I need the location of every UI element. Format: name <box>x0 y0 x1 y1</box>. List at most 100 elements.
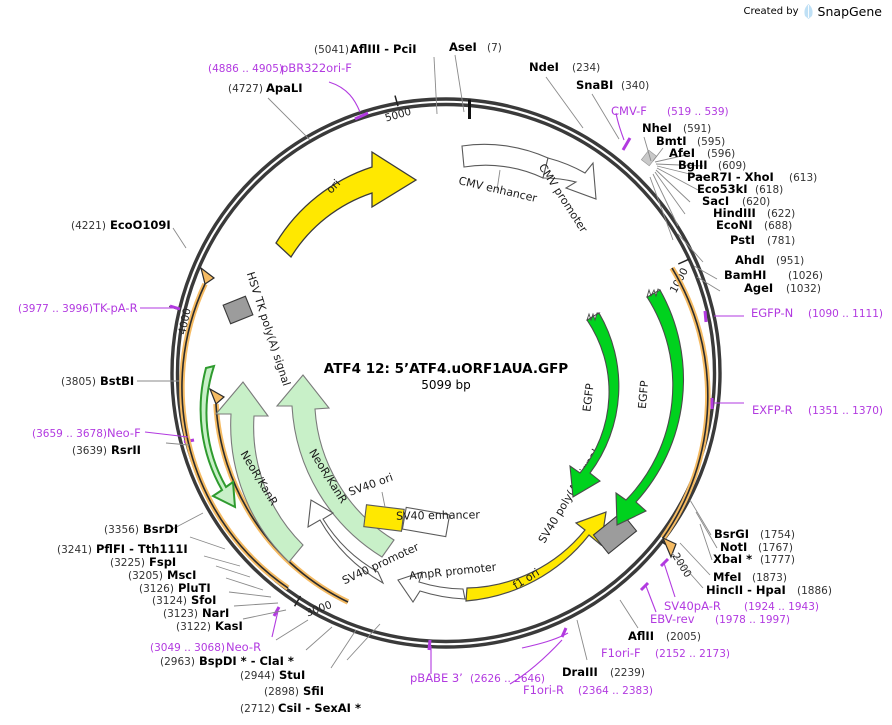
primer-name: SV40pA-R <box>664 599 721 613</box>
primer-label-tk-pa-r[interactable]: (3977 .. 3996) TK-pA-R <box>18 301 138 315</box>
enzyme-name: DraIII <box>562 665 598 679</box>
enzyme-label-bspDI-claI[interactable]: (2963) BspDI * - ClaI * <box>160 654 294 668</box>
enzyme-label-csiI-sexAI[interactable]: (2712) CsiI - SexAI * <box>240 701 361 715</box>
enzyme-label-stuI[interactable]: (2944) StuI <box>240 668 305 682</box>
enzyme-label-aseI[interactable]: AseI (7) <box>449 40 502 54</box>
enzyme-name: ApaLI <box>266 81 303 95</box>
enzyme-pos: (2898) <box>264 686 299 698</box>
primer-label-egfp-n[interactable]: EGFP-N (1090 .. 1111) <box>751 306 883 320</box>
enzyme-label-hindIII[interactable]: HindIII (622) <box>713 206 795 220</box>
enzyme-label-ecoO109I[interactable]: (4221) EcoO109I <box>71 218 171 232</box>
enzyme-label-kasI[interactable]: (3122) KasI <box>176 619 243 633</box>
enzyme-name: SfoI <box>191 593 216 607</box>
primer-range: (3049 .. 3068) <box>150 642 225 654</box>
primer-label-cmv-f[interactable]: CMV-F (519 .. 539) <box>611 104 729 118</box>
feature-sv40-enhancer: SV40 enhancer <box>396 506 480 538</box>
primer-range: (3659 .. 3678) <box>32 428 107 440</box>
plasmid-size: 5099 bp <box>421 378 471 392</box>
enzyme-pos: (688) <box>764 220 792 232</box>
primer-label-ebv-rev[interactable]: EBV-rev (1978 .. 1997) <box>650 612 790 626</box>
enzyme-pos: (2944) <box>240 670 275 682</box>
feature-neor-kanr-inner <box>199 364 237 509</box>
enzyme-label-rsrII[interactable]: (3639) RsrII <box>72 443 141 457</box>
enzyme-label-snaBI[interactable]: SnaBI (340) <box>576 78 649 92</box>
enzyme-name: HincII - HpaI <box>706 583 786 597</box>
enzyme-name: AflII <box>628 629 654 643</box>
enzyme-label-pstI[interactable]: PstI (781) <box>730 233 795 247</box>
enzyme-pos: (2005) <box>666 631 701 643</box>
enzyme-pos: (618) <box>755 184 783 196</box>
enzyme-name: BglII <box>678 158 708 172</box>
enzyme-label-fspI[interactable]: (3225) FspI <box>110 555 176 569</box>
enzyme-pos: (1777) <box>760 554 795 566</box>
enzyme-label-bamHI[interactable]: BamHI (1026) <box>724 268 823 282</box>
feature-egfp-1: EGFP <box>569 312 620 498</box>
enzyme-label-ndeI[interactable]: NdeI (234) <box>529 60 600 74</box>
primer-name: EGFP-N <box>751 306 793 320</box>
enzyme-name: AhdI <box>735 253 765 267</box>
watermark-brand: SnapGene <box>817 4 882 19</box>
primer-label-f1ori-f[interactable]: F1ori-F (2152 .. 2173) <box>601 646 730 660</box>
enzyme-pos: (3123) <box>163 608 198 620</box>
enzyme-cluster-mark <box>640 149 658 167</box>
enzyme-label-xbaI[interactable]: XbaI * (1777) <box>713 552 795 566</box>
enzyme-name: CsiI - SexAI * <box>278 701 361 715</box>
enzyme-label-pluTI[interactable]: (3126) PluTI <box>139 581 211 595</box>
feature-label-cmv-enhancer: CMV enhancer <box>457 174 538 205</box>
enzyme-label-ecoNI[interactable]: EcoNI (688) <box>716 218 792 232</box>
enzyme-name: NarI <box>202 606 229 620</box>
enzyme-label-bglII[interactable]: BglII (609) <box>678 158 746 172</box>
enzyme-label-apaLI[interactable]: (4727) ApaLI <box>228 81 303 95</box>
enzyme-pos: (596) <box>707 148 735 160</box>
enzyme-labels: (5041) AflIII - PciI AseI (7) NdeI (234)… <box>57 40 832 715</box>
enzyme-label-bsrDI[interactable]: (3356) BsrDI <box>104 522 178 536</box>
feature-label-f1-ori: f1 ori <box>511 566 542 592</box>
primer-label-f1ori-r[interactable]: F1ori-R (2364 .. 2383) <box>523 683 653 697</box>
enzyme-label-mfeI[interactable]: MfeI (1873) <box>713 570 787 584</box>
enzyme-name: StuI <box>279 668 305 682</box>
enzyme-name: EcoO109I <box>110 218 171 232</box>
primer-label-neo-r[interactable]: (3049 .. 3068) Neo-R <box>150 640 261 654</box>
primer-name: pBABE 3’ <box>410 671 463 685</box>
enzyme-label-sfiI[interactable]: (2898) SfiI <box>264 684 324 698</box>
enzyme-pos: (2963) <box>160 656 195 668</box>
enzyme-label-sfoI[interactable]: (3124) SfoI <box>152 593 216 607</box>
enzyme-pos: (620) <box>742 196 770 208</box>
enzyme-label-bsrGI[interactable]: BsrGI (1754) <box>714 527 795 541</box>
enzyme-label-pflFI-tth111I[interactable]: (3241) PflFI - Tth111I <box>57 542 188 556</box>
enzyme-pos: (1032) <box>786 283 821 295</box>
enzyme-name: SacI <box>702 194 729 208</box>
enzyme-label-aflII[interactable]: AflII (2005) <box>628 629 701 643</box>
enzyme-pos: (4221) <box>71 220 106 232</box>
primer-label-pbabe-3prime[interactable]: pBABE 3’ (2626 .. 2646) <box>410 671 545 685</box>
enzyme-pos: (1754) <box>760 529 795 541</box>
enzyme-label-bmtI[interactable]: BmtI (595) <box>656 134 725 148</box>
enzyme-label-mscI[interactable]: (3205) MscI <box>128 568 196 582</box>
enzyme-name: MscI <box>167 568 196 582</box>
enzyme-label-paeR7I-xhoI[interactable]: PaeR7I - XhoI (613) <box>687 170 817 184</box>
primer-label-exfp-r[interactable]: EXFP-R (1351 .. 1370) <box>752 403 883 417</box>
primer-label-pbr322ori-f[interactable]: (4886 .. 4905) pBR322ori-F <box>208 61 352 75</box>
enzyme-name: PstI <box>730 233 755 247</box>
enzyme-label-eco53kI[interactable]: Eco53kI (618) <box>697 182 783 196</box>
enzyme-label-bstBI[interactable]: (3805) BstBI <box>61 374 134 388</box>
enzyme-label-nheI[interactable]: NheI (591) <box>642 121 711 135</box>
enzyme-label-narI[interactable]: (3123) NarI <box>163 606 229 620</box>
enzyme-label-ahdI[interactable]: AhdI (951) <box>735 253 804 267</box>
enzyme-label-sacI[interactable]: SacI (620) <box>702 194 770 208</box>
enzyme-label-afeI[interactable]: AfeI (596) <box>669 146 735 160</box>
enzyme-label-draIII[interactable]: DraIII (2239) <box>562 665 645 679</box>
enzyme-label-hincII-hpaI[interactable]: HincII - HpaI (1886) <box>706 583 832 597</box>
primer-name: Neo-F <box>107 426 141 440</box>
enzyme-label-notI[interactable]: NotI (1767) <box>720 540 793 554</box>
enzyme-label-aflIII-pciI[interactable]: (5041) AflIII - PciI <box>314 42 417 56</box>
enzyme-label-ageI[interactable]: AgeI (1032) <box>744 281 821 295</box>
enzyme-name: NheI <box>642 121 672 135</box>
enzyme-pos: (3356) <box>104 524 139 536</box>
feature-label-egfp-1: EGFP <box>580 382 596 412</box>
primer-range: (3977 .. 3996) <box>18 303 93 315</box>
primer-range: (1351 .. 1370) <box>808 405 883 417</box>
primer-label-sv40pa-r[interactable]: SV40pA-R (1924 .. 1943) <box>664 599 819 613</box>
primer-label-neo-f[interactable]: (3659 .. 3678) Neo-F <box>32 426 141 440</box>
